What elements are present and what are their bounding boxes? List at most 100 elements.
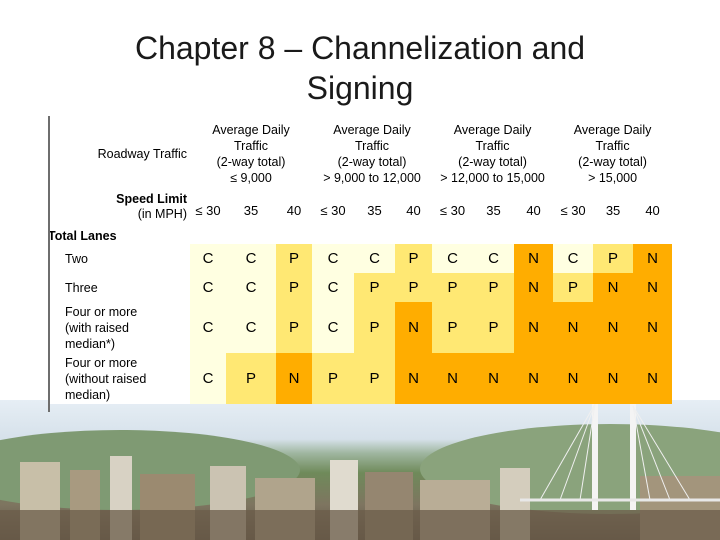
traffic-group-line: (2-way total): [458, 155, 527, 169]
recommendation-cell: N: [395, 302, 433, 353]
header-row-speed: Speed Limit (in MPH) ≤ 30 35 40 ≤ 30 35 40 ≤ 3…: [48, 192, 673, 228]
recommendation-cell: C: [312, 244, 355, 273]
lane-label-line: Two: [65, 251, 88, 266]
recommendation-cell: P: [312, 353, 355, 404]
traffic-group-line: (2-way total): [216, 155, 286, 169]
table-left-border: [48, 116, 50, 412]
traffic-group-line: (2-way total): [337, 155, 407, 169]
lane-label-line: (with raised: [65, 320, 129, 335]
recommendation-cell: N: [514, 353, 554, 404]
traffic-group-line: Traffic: [595, 139, 630, 153]
traffic-group-header: Average Daily Traffic (2-way total) > 15,00…: [553, 116, 673, 192]
lane-label-line: Three: [65, 280, 98, 295]
recommendation-cell: C: [190, 273, 226, 302]
header-row-traffic: Roadway Traffic Average Daily Traffic (2-w…: [48, 116, 673, 192]
lane-label: Two: [48, 244, 190, 273]
recommendation-cell: P: [354, 353, 396, 404]
recommendation-cell: N: [514, 302, 554, 353]
recommendation-cell: P: [276, 244, 313, 273]
recommendation-cell: P: [395, 273, 433, 302]
traffic-group-line: Traffic: [475, 139, 510, 153]
recommendation-cell: C: [190, 302, 226, 353]
bridge-cables: [520, 403, 720, 502]
traffic-group-header: Average Daily Traffic (2-way total) > 12,00…: [432, 116, 554, 192]
speed-cell: 35: [354, 192, 396, 228]
channelization-table: Roadway Traffic Average Daily Traffic (2-w…: [48, 116, 673, 404]
recommendation-cell: N: [514, 244, 554, 273]
title-line-2: Signing: [306, 70, 414, 106]
recommendation-cell: P: [593, 244, 634, 273]
recommendation-cell: C: [226, 244, 276, 273]
speed-cell: 40: [276, 192, 313, 228]
table-row: Three C C P C P P P P N P N N: [48, 273, 673, 302]
recommendation-cell: P: [473, 302, 515, 353]
recommendation-cell: N: [395, 353, 433, 404]
recommendation-cell: P: [553, 273, 594, 302]
recommendation-cell: N: [553, 302, 594, 353]
traffic-group-line: Traffic: [233, 139, 269, 153]
recommendation-cell: N: [593, 302, 634, 353]
lane-label-line: Four or more: [65, 355, 138, 370]
recommendation-cell: N: [593, 273, 634, 302]
slide-title: Chapter 8 – Channelization and Signing: [0, 28, 720, 108]
lane-label-line: (without raised: [65, 371, 147, 386]
recommendation-cell: N: [593, 353, 634, 404]
recommendation-cell: N: [514, 273, 554, 302]
speed-unit-label: (in MPH): [137, 207, 187, 221]
recommendation-cell: C: [432, 244, 474, 273]
recommendation-cell: N: [633, 302, 673, 353]
speed-cell: ≤ 30: [312, 192, 355, 228]
speed-cell: 35: [473, 192, 515, 228]
traffic-group-line: Average Daily: [212, 123, 290, 137]
recommendation-cell: C: [312, 302, 355, 353]
recommendation-cell: N: [473, 353, 515, 404]
lane-label-line: median*): [65, 336, 116, 351]
traffic-group-line: > 12,000 to 15,000: [440, 171, 545, 185]
recommendation-cell: C: [354, 244, 396, 273]
recommendation-cell: C: [312, 273, 355, 302]
speed-cell: 40: [395, 192, 433, 228]
traffic-group-line: (2-way total): [578, 155, 647, 169]
speed-cell: 40: [633, 192, 673, 228]
recommendation-cell: N: [633, 353, 673, 404]
recommendation-cell: P: [276, 302, 313, 353]
traffic-group-line: Average Daily: [333, 123, 411, 137]
recommendation-cell: P: [354, 273, 396, 302]
recommendation-cell: N: [553, 353, 594, 404]
recommendation-cell: P: [395, 244, 433, 273]
recommendation-cell: P: [354, 302, 396, 353]
traffic-group-line: > 15,000: [588, 171, 638, 185]
recommendation-cell: N: [633, 273, 673, 302]
recommendation-cell: C: [226, 302, 276, 353]
lane-label: Four or more (with raised median*): [48, 302, 190, 353]
recommendation-cell: C: [226, 273, 276, 302]
speed-cell: ≤ 30: [432, 192, 474, 228]
recommendation-cell: C: [473, 244, 515, 273]
traffic-group-header: Average Daily Traffic (2-way total) ≤ 9,000: [190, 116, 313, 192]
traffic-group-line: > 9,000 to 12,000: [323, 171, 421, 185]
lane-label-line: Four or more: [65, 304, 138, 319]
recommendation-cell: P: [276, 273, 313, 302]
table-row: Four or more (with raised median*) C C P C P N P P…: [48, 302, 673, 353]
recommendation-cell: N: [432, 353, 474, 404]
lane-label: Four or more (without raised median): [48, 353, 190, 404]
title-line-1: Chapter 8 – Channelization and: [134, 30, 586, 66]
recommendation-cell: P: [473, 273, 515, 302]
traffic-group-line: Average Daily: [573, 123, 652, 137]
traffic-group-line: Traffic: [355, 139, 390, 153]
traffic-group-line: ≤ 9,000: [230, 171, 272, 185]
lane-label-line: median): [65, 387, 111, 402]
lane-label: Three: [48, 273, 190, 302]
speed-cell: 40: [514, 192, 554, 228]
table-row: Four or more (without raised median) C P N P P N…: [48, 353, 673, 404]
recommendation-cell: N: [276, 353, 313, 404]
traffic-group-header: Average Daily Traffic (2-way total) > 9,000…: [312, 116, 433, 192]
total-lanes-label: Total Lanes: [48, 228, 673, 244]
speed-cell: ≤ 30: [553, 192, 594, 228]
recommendation-cell: P: [432, 302, 474, 353]
speed-cell: ≤ 30: [190, 192, 226, 228]
speed-cell: 35: [593, 192, 634, 228]
recommendation-cell: C: [553, 244, 594, 273]
speed-limit-cell: Speed Limit (in MPH): [48, 192, 190, 228]
recommendation-cell: N: [633, 244, 673, 273]
